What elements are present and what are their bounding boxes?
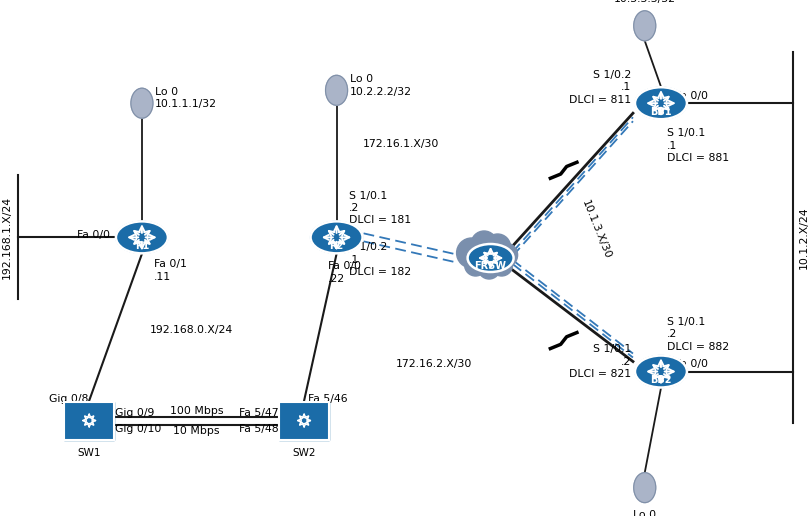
Text: 192.168.0.X/24: 192.168.0.X/24 [150,325,234,335]
Text: BB1: BB1 [650,107,672,117]
Text: 172.16.1.X/30: 172.16.1.X/30 [363,139,440,150]
Text: FRSW: FRSW [474,261,507,271]
Text: Lo 0
10.1.1.1/32: Lo 0 10.1.1.1/32 [155,87,217,109]
Circle shape [457,238,487,268]
Ellipse shape [633,473,656,503]
Ellipse shape [635,356,687,388]
Text: Fa 0/0: Fa 0/0 [77,230,110,240]
Text: 192.168.1.X/24: 192.168.1.X/24 [2,196,12,279]
Circle shape [485,234,511,260]
Text: 100 Mbps: 100 Mbps [170,406,223,415]
Circle shape [472,242,501,272]
Circle shape [465,254,487,276]
Text: SW1: SW1 [78,447,101,458]
Text: R1: R1 [135,241,149,251]
Text: 10.1.2.X/24: 10.1.2.X/24 [799,206,809,269]
Text: Fa 0/0
.1: Fa 0/0 .1 [675,91,708,114]
Text: Fa 5/47: Fa 5/47 [238,408,278,417]
Text: 10.1.3.X/30: 10.1.3.X/30 [580,199,612,261]
Text: Lo 0
10.3.3.3/32: Lo 0 10.3.3.3/32 [614,0,676,4]
Circle shape [491,254,513,276]
Text: Fa 0/0
.22: Fa 0/0 .22 [328,262,361,284]
Circle shape [478,257,500,279]
Text: Gig 0/10: Gig 0/10 [115,424,161,433]
Text: SW2: SW2 [293,447,315,458]
Circle shape [471,231,497,257]
Ellipse shape [633,11,656,41]
Text: Fa 0/0
.2: Fa 0/0 .2 [675,359,708,382]
Text: BB2: BB2 [650,376,672,385]
Text: 10 Mbps: 10 Mbps [174,426,220,436]
Text: Gig 0/9: Gig 0/9 [115,408,155,417]
Circle shape [494,243,517,267]
Text: Lo 0
10.2.2.2/32: Lo 0 10.2.2.2/32 [350,74,411,96]
Text: S 1/0.1
.1
DLCI = 881: S 1/0.1 .1 DLCI = 881 [667,128,729,163]
Ellipse shape [116,221,168,253]
Text: 172.16.2.X/30: 172.16.2.X/30 [396,359,472,369]
Text: Gig 0/8: Gig 0/8 [49,394,88,404]
Ellipse shape [131,88,153,118]
Text: S 1/0.2
.1
DLCI = 182: S 1/0.2 .1 DLCI = 182 [349,243,410,277]
FancyBboxPatch shape [64,401,114,440]
Ellipse shape [468,244,513,272]
Text: S 1/0.1
.2
DLCI = 882: S 1/0.1 .2 DLCI = 882 [667,317,729,351]
Text: S 1/0.2
.1
DLCI = 811: S 1/0.2 .1 DLCI = 811 [569,70,631,105]
Text: R2: R2 [329,241,344,251]
Text: S 1/0.1
.2
DLCI = 181: S 1/0.1 .2 DLCI = 181 [349,190,410,225]
Text: Fa 0/1
.11: Fa 0/1 .11 [154,260,187,282]
Ellipse shape [311,221,363,253]
FancyBboxPatch shape [279,401,329,440]
Ellipse shape [325,75,348,105]
Text: S 1/0.1
.2
DLCI = 821: S 1/0.1 .2 DLCI = 821 [569,344,631,379]
Text: Fa 5/46: Fa 5/46 [308,394,348,404]
Text: Fa 5/48: Fa 5/48 [238,424,278,433]
Ellipse shape [635,87,687,119]
Text: Lo 0
10.4.4.4/32: Lo 0 10.4.4.4/32 [614,510,676,516]
